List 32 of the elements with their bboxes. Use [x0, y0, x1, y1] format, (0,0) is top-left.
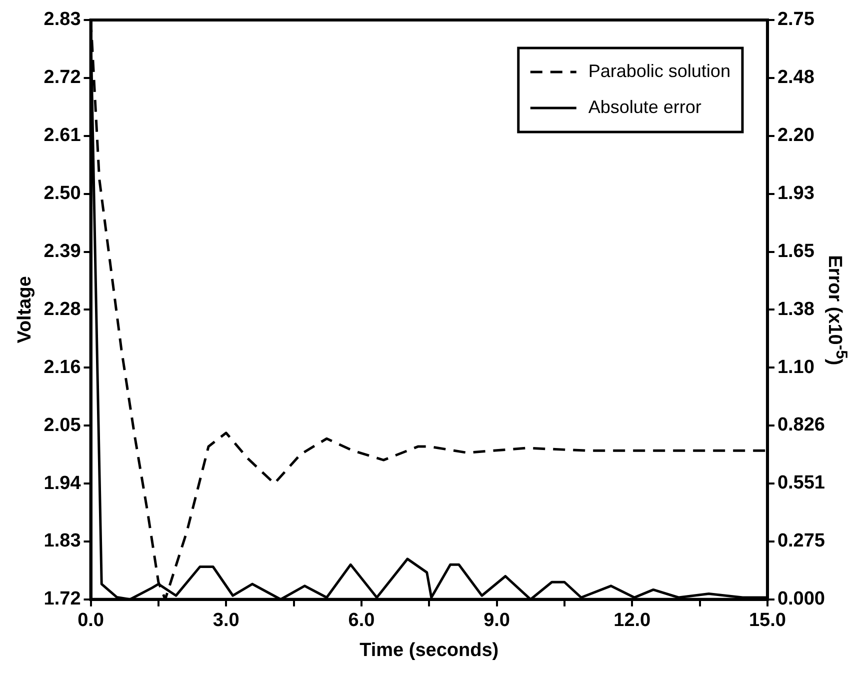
y-tick-label: 2.16: [44, 356, 81, 378]
y2-tick-label: 1.65: [777, 240, 815, 262]
y-tick-label: 2.72: [44, 67, 81, 88]
x-tick-label: 6.0: [348, 610, 375, 632]
y-tick-label: 1.72: [44, 588, 81, 610]
y2-tick-label: 1.93: [777, 183, 814, 204]
x-tick-label: 9.0: [484, 610, 510, 632]
y-axis-title: Voltage: [14, 276, 36, 344]
y-tick-label: 1.83: [44, 530, 81, 552]
y2-tick-label: 1.38: [777, 298, 814, 320]
y2-tick-label: 0.826: [777, 414, 825, 436]
y2-tick-label: 0.551: [777, 472, 826, 494]
y2-tick-label: 2.75: [777, 9, 815, 30]
y2-tick-label: 1.10: [777, 356, 814, 378]
legend-label: Parabolic solution: [588, 60, 730, 81]
x-tick-label: 0.0: [78, 610, 104, 632]
y2-tick-label: 2.48: [777, 67, 814, 88]
x-axis-title: Time (seconds): [360, 640, 499, 661]
y-tick-label: 1.94: [44, 472, 82, 494]
y-tick-label: 2.61: [44, 125, 82, 146]
y-tick-label: 2.05: [44, 414, 82, 436]
y2-tick-label: 0.275: [777, 530, 826, 552]
legend-label: Absolute error: [588, 96, 702, 117]
y2-tick-label: 0.000: [777, 588, 825, 610]
x-tick-label: 12.0: [614, 610, 651, 632]
y-tick-label: 2.28: [44, 298, 81, 320]
x-tick-label: 15.0: [748, 610, 786, 632]
x-tick-label: 3.0: [212, 610, 240, 632]
y-tick-label: 2.50: [44, 183, 81, 204]
y-tick-label: 2.83: [44, 9, 81, 30]
y2-tick-label: 2.20: [777, 125, 814, 146]
y-tick-label: 2.39: [44, 240, 81, 262]
